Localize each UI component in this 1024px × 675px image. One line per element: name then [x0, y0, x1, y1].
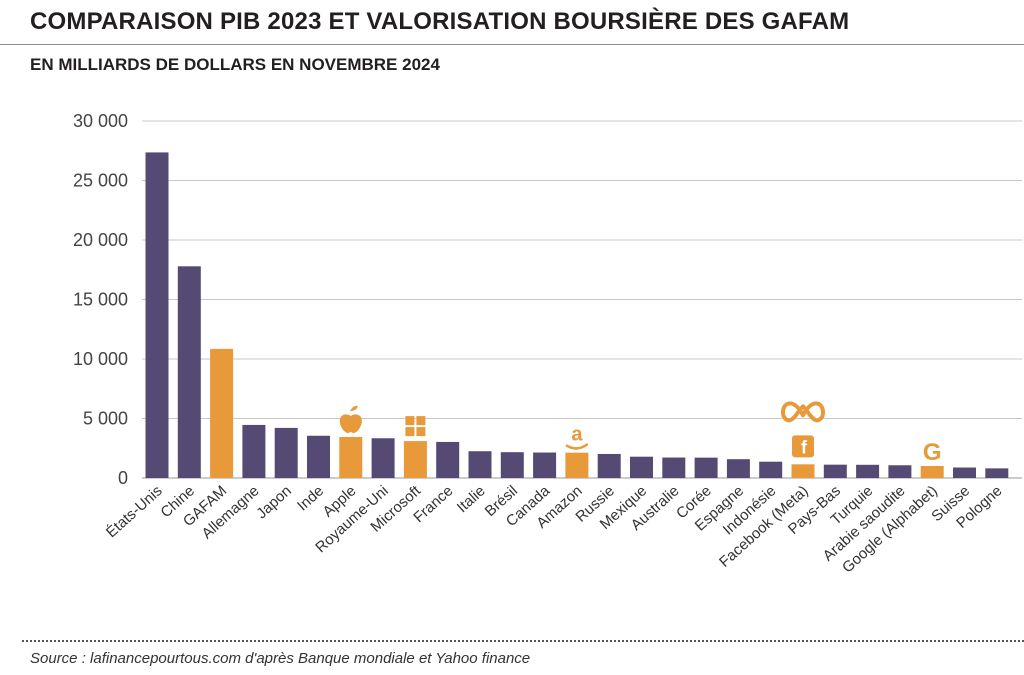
bar-allemagne [242, 424, 266, 478]
bar-pologne [985, 468, 1009, 478]
chart-subtitle: EN MILLIARDS DE DOLLARS EN NOVEMBRE 2024 [30, 55, 440, 74]
bar-japon [274, 427, 298, 478]
windows-icon [405, 416, 426, 437]
source-note: Source : lafinancepourtous.com d'après B… [30, 650, 531, 667]
x-tick-label: États-Unis [103, 482, 166, 541]
y-tick-label: 30 000 [73, 111, 128, 131]
bar-indon-sie [759, 461, 783, 478]
bar-cor-e [694, 457, 718, 478]
bar-br-sil [500, 452, 524, 478]
bar-facebook-meta- [791, 464, 815, 478]
bar-espagne [726, 459, 750, 478]
svg-text:G: G [923, 439, 942, 466]
bars [145, 152, 1009, 478]
bar-gafam [210, 348, 234, 478]
bar-mexique [630, 456, 653, 478]
bar-royaume-uni [371, 438, 395, 478]
y-tick-label: 25 000 [73, 171, 128, 191]
bar-turquie [856, 464, 880, 478]
bar-chart: 0 5 000 10 000 15 000 20 000 25 000 30 000 a f G… [73, 111, 1022, 577]
bar-france [436, 441, 460, 478]
bar-italie [468, 451, 492, 478]
bar-suisse [953, 467, 976, 478]
bar-arabie-saoudite [888, 465, 912, 478]
bar-chine [177, 266, 201, 478]
y-tick-label: 20 000 [73, 230, 128, 250]
y-axis-tick-labels: 0 5 000 10 000 15 000 20 000 25 000 30 000 [73, 111, 128, 488]
x-tick-label: Italie [454, 482, 489, 516]
chart-title: COMPARAISON PIB 2023 ET VALORISATION BOU… [30, 8, 850, 35]
svg-text:a: a [571, 424, 583, 446]
y-tick-label: 0 [118, 468, 128, 488]
bar-amazon [565, 452, 589, 478]
amazon-icon: a [565, 424, 589, 450]
bar--tats-unis [145, 152, 169, 478]
company-logos: af G [339, 401, 942, 466]
apple-icon [339, 405, 362, 433]
bar-russie [597, 453, 621, 478]
bar-apple [339, 436, 363, 478]
y-tick-label: 10 000 [73, 349, 128, 369]
bar-pays-bas [823, 464, 847, 478]
meta-icon: f [781, 401, 825, 458]
bar-microsoft [403, 441, 427, 478]
y-tick-label: 5 000 [83, 409, 128, 429]
title-divider [0, 44, 1024, 45]
google-icon: G [923, 439, 942, 466]
bar-australie [662, 457, 686, 478]
bar-google-alphabet- [920, 465, 944, 478]
x-tick-label: Japon [253, 482, 295, 522]
svg-text:f: f [801, 437, 808, 457]
bar-inde [307, 435, 330, 478]
y-tick-label: 15 000 [73, 290, 128, 310]
source-divider [22, 640, 1024, 642]
bar-canada [533, 452, 557, 478]
